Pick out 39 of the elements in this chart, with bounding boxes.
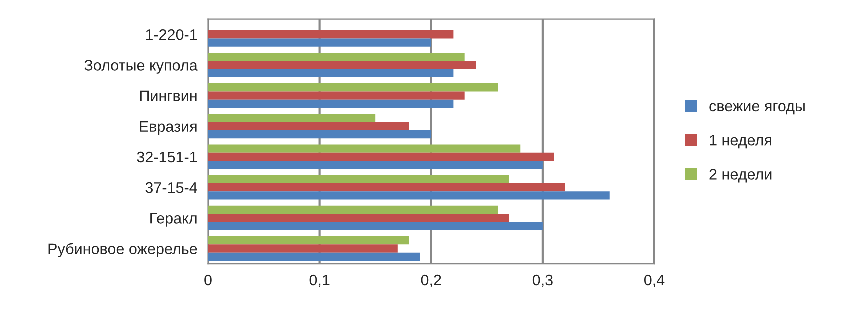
bar [208, 144, 521, 153]
bar [208, 30, 454, 39]
bar [208, 69, 454, 78]
bar [208, 100, 454, 108]
bar [208, 161, 543, 170]
bar [208, 222, 543, 230]
bar [208, 130, 432, 139]
y-tick-label: Геракл [150, 213, 197, 227]
bar [208, 122, 410, 130]
bar [208, 61, 476, 70]
bar [208, 84, 498, 92]
legend-label: свежие ягоды [710, 103, 805, 115]
y-tick-label: Евразия [140, 121, 197, 136]
bar [208, 92, 465, 100]
legend-label: 1 неделя [710, 135, 772, 149]
bar [208, 52, 465, 62]
bar [208, 114, 376, 122]
x-tick-label: 0,4 [644, 274, 665, 288]
bar [208, 244, 398, 253]
bar [208, 38, 432, 47]
bar [208, 152, 554, 162]
bar [208, 183, 566, 192]
bar [208, 214, 510, 222]
x-tick-label: 0,2 [421, 274, 442, 288]
y-tick-label: 32-151-1 [137, 152, 198, 163]
bar [208, 206, 498, 214]
y-tick-label: 37-15-4 [146, 182, 198, 194]
y-tick-label: Золотые купола [84, 60, 198, 74]
legend-label: 2 недели [710, 169, 772, 183]
y-tick-label: Рубиновое ожерелье [48, 243, 198, 258]
bar [208, 175, 510, 184]
x-tick-label: 0,1 [310, 274, 330, 288]
x-tick-label: 0 [204, 274, 212, 286]
y-tick-label: Пингвин [140, 90, 197, 102]
y-tick-label: 1-220-1 [146, 29, 198, 40]
bar [208, 252, 420, 261]
bar [208, 236, 410, 245]
bar [208, 192, 610, 200]
x-tick-label: 0,3 [532, 274, 553, 288]
